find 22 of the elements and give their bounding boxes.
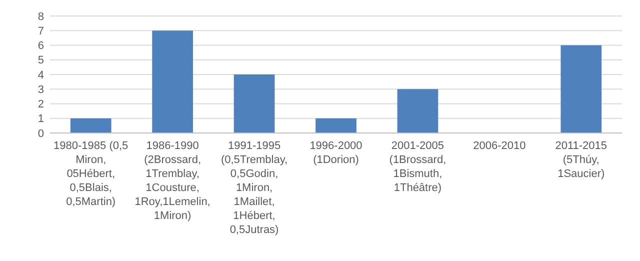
- x-tick-label: 2001-2005 (1Brossard, 1Bismuth, 1Théâtre): [389, 140, 446, 194]
- bar: [560, 45, 602, 133]
- bar: [316, 118, 356, 133]
- y-tick-label: 7: [38, 25, 44, 38]
- y-tick-label: 1: [38, 113, 44, 126]
- y-tick-label: 6: [38, 40, 44, 52]
- bar: [234, 74, 275, 133]
- y-tick-label: 8: [38, 10, 44, 23]
- x-tick-label: 1986-1990 (2Brossard, 1Tremblay, 1Cousture, 1Roy,1Lemelin, 1Miron): [134, 140, 210, 222]
- bar: [70, 118, 112, 133]
- x-tick-label: 2006-2010: [473, 140, 526, 152]
- x-tick-label: 1991-1995 (0,5Tremblay, 0,5Godin, 1Miron, 1Maillet, 1Hébert, 0,5Jutras): [220, 140, 288, 236]
- x-tick-label: 1980-1985 (0,5 Miron, 05Hébert, 0,5Blais, 0,5Martin): [54, 140, 128, 208]
- bar: [152, 30, 193, 133]
- bar: [397, 89, 438, 133]
- y-tick-label: 5: [38, 54, 44, 67]
- y-tick-label: 0: [38, 128, 44, 140]
- x-tick-label: 2011-2015 (5Thúy, 1Saucier): [555, 140, 608, 180]
- y-tick-label: 4: [38, 69, 44, 82]
- y-tick-label: 3: [38, 84, 44, 96]
- x-tick-label: 1996-2000 (1Dorion): [310, 140, 362, 166]
- y-tick-label: 2: [38, 98, 44, 111]
